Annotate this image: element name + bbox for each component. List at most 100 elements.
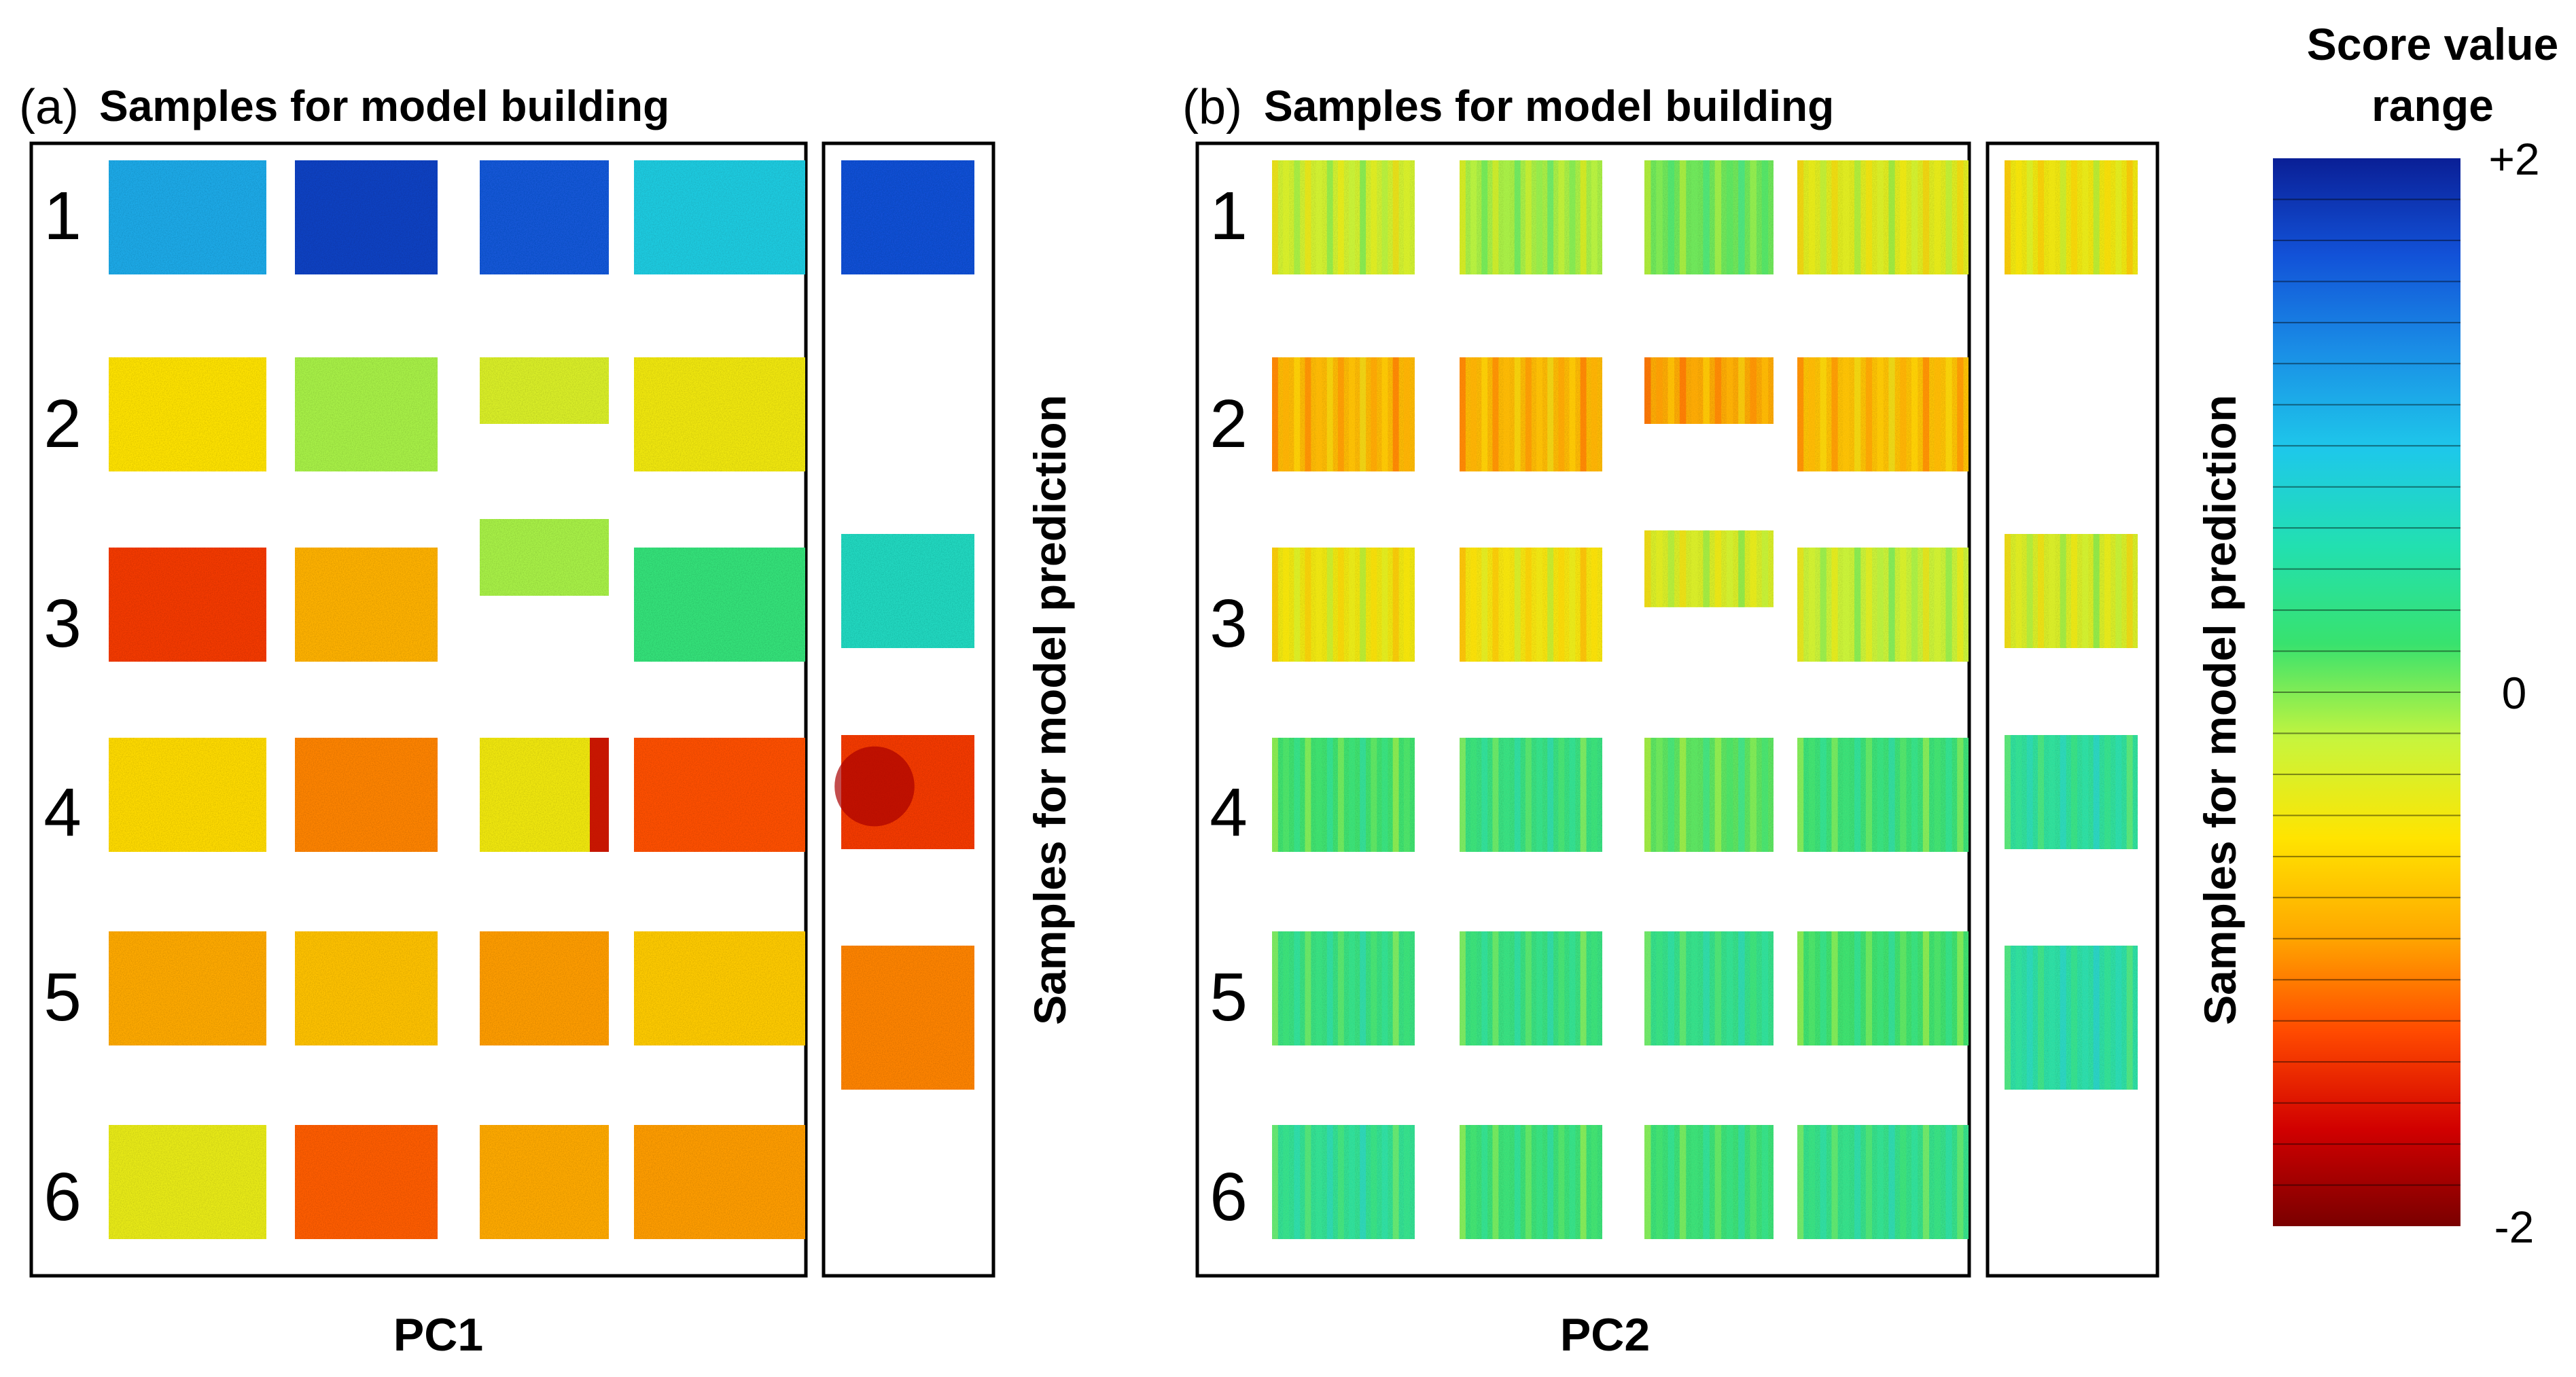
panel-a-sample-tile xyxy=(480,519,609,596)
panel-b-sample-tile xyxy=(1644,1125,1774,1239)
panel-b-build-frame xyxy=(1195,141,1971,1278)
panel-a-sample-tile-fill xyxy=(109,160,266,274)
panel-a-sample-tile-fill xyxy=(480,357,609,424)
panel-b-sample-tile xyxy=(1797,1125,1969,1239)
panel-a-sample-tile xyxy=(109,548,266,662)
panel-b-sample-tile xyxy=(1272,548,1415,662)
colorbar-tick-label: -2 xyxy=(2494,1202,2535,1252)
panel-b-sample-tile-speckle xyxy=(1460,548,1602,662)
colorbar-ticks: +2 0 -2 xyxy=(2488,134,2539,1252)
panel-a-sample-tile-fill xyxy=(634,160,805,274)
panel-a-sample-tile-fill xyxy=(295,548,438,662)
panel-a-sample-tile-fill xyxy=(295,160,438,274)
row-label: 4 xyxy=(43,774,82,851)
panel-b-predict-tile xyxy=(2005,946,2138,1090)
panel-a-predict-tile-fill xyxy=(841,534,974,648)
panel-a-predict-tile xyxy=(834,735,974,849)
panel-b-sample-tile-speckle xyxy=(1272,160,1415,274)
panel-b-title: Samples for model building xyxy=(1264,82,1834,130)
panel-b-sample-tile xyxy=(1460,548,1602,662)
panel-a-sample-tile-fill xyxy=(109,738,266,852)
panel-a-sample-tile-fill xyxy=(109,931,266,1045)
sample-tiles xyxy=(109,160,2138,1239)
panel-b-sample-tile-speckle xyxy=(1797,548,1969,662)
row-label: 6 xyxy=(1210,1159,1248,1235)
panel-b-sample-tile-speckle xyxy=(1644,738,1774,852)
panel-b-sample-tile-speckle xyxy=(1797,357,1969,471)
panel-b-predict-tile xyxy=(2005,735,2138,849)
panel-b-sample-tile xyxy=(1272,931,1415,1045)
panel-b-sample-tile-speckle xyxy=(1644,1125,1774,1239)
panel-a-sample-tile xyxy=(109,357,266,471)
panel-b-sample-tile-speckle xyxy=(1460,738,1602,852)
panel-a-sample-tile-fill xyxy=(109,548,266,662)
row-label: 4 xyxy=(1210,774,1248,851)
panel-a-sample-tile-fill xyxy=(634,738,805,852)
panel-a-sample-tile-fill xyxy=(480,160,609,274)
panel-a-sample-tile xyxy=(109,160,266,274)
panel-b-sample-tile xyxy=(1460,1125,1602,1239)
panel-a-predict-tile xyxy=(841,160,974,274)
panel-a-sample-tile-fill xyxy=(480,931,609,1045)
panel-b-sample-tile-speckle xyxy=(1644,160,1774,274)
panel-a-pc-label: PC1 xyxy=(393,1309,483,1361)
panel-a-sample-tile-fill xyxy=(295,1125,438,1239)
row-label: 3 xyxy=(1210,586,1248,662)
panel-b-sample-tile-speckle xyxy=(1644,931,1774,1045)
row-labels: 1 2 3 4 5 6 1 2 3 4 5 6 xyxy=(43,178,1248,1235)
panel-a-sample-tile xyxy=(480,1125,609,1239)
panel-b-sample-tile-speckle xyxy=(1797,738,1969,852)
panel-b-predict-tile xyxy=(2005,160,2138,274)
panel-a-side-label: Samples for model prediction xyxy=(1025,395,1075,1025)
panel-b-predict-tile-speckle xyxy=(2005,735,2138,849)
panel-a-sample-tile-fill xyxy=(109,1125,266,1239)
panel-a-sample-tile-fill xyxy=(634,1125,805,1239)
panel-a-sample-tile xyxy=(295,931,438,1045)
panel-b-predict-frame xyxy=(1986,141,2159,1278)
panel-b-sample-tile-speckle xyxy=(1272,738,1415,852)
panel-b-sample-tile xyxy=(1460,160,1602,274)
panel-a-sample-tile xyxy=(634,357,805,471)
row-label: 2 xyxy=(43,386,82,462)
row-label: 1 xyxy=(1210,178,1248,254)
panel-b-sample-tile xyxy=(1272,357,1415,471)
panel-a-sample-tile xyxy=(295,548,438,662)
panel-a-sample-tile-fill xyxy=(295,738,438,852)
panel-b-predict-tile-speckle xyxy=(2005,160,2138,274)
panel-b-sample-tile xyxy=(1460,931,1602,1045)
panel-a-sample-tile-fill xyxy=(480,519,609,596)
panel-b-sample-tile-speckle xyxy=(1272,357,1415,471)
panel-a-sample-tile xyxy=(295,738,438,852)
panel-b-sample-tile-speckle xyxy=(1272,1125,1415,1239)
panel-a-sample-tile-fill xyxy=(634,931,805,1045)
panel-b-predict-tile xyxy=(2005,534,2138,648)
panel-b-sample-tile-speckle xyxy=(1272,548,1415,662)
row-label: 5 xyxy=(43,959,82,1035)
panel-a-sample-tile xyxy=(480,160,609,274)
panel-b-sample-tile-speckle xyxy=(1460,160,1602,274)
panel-b-sample-tile xyxy=(1797,738,1969,852)
panel-a-sample-tile xyxy=(634,1125,805,1239)
panel-a-sample-tile xyxy=(480,738,609,852)
panel-a-predict-tile-hotspot xyxy=(834,746,915,827)
panel-b-sample-tile xyxy=(1460,738,1602,852)
panel-b-sample-tile xyxy=(1272,738,1415,852)
panel-a-sample-tile-fill xyxy=(480,738,609,852)
row-label: 5 xyxy=(1210,959,1248,1035)
panel-b-sample-tile xyxy=(1272,160,1415,274)
panel-a-sample-tile xyxy=(480,931,609,1045)
panel-b-sample-tile xyxy=(1644,357,1774,424)
panel-a-predict-tile xyxy=(841,946,974,1090)
panel-b-sample-tile-speckle xyxy=(1644,357,1774,424)
colorbar-title-line1: Score value xyxy=(2307,19,2559,69)
panel-b-sample-tile-speckle xyxy=(1460,931,1602,1045)
panel-a-sample-tile xyxy=(634,160,805,274)
panel-b-pc-label: PC2 xyxy=(1560,1309,1650,1361)
colorbar xyxy=(2273,158,2460,1226)
panel-b-sample-tile xyxy=(1644,530,1774,607)
panel-a-sample-tile-fill xyxy=(634,357,805,471)
panel-b-sample-tile xyxy=(1797,931,1969,1045)
panel-b-tag: (b) xyxy=(1182,80,1242,135)
row-label: 6 xyxy=(43,1159,82,1235)
